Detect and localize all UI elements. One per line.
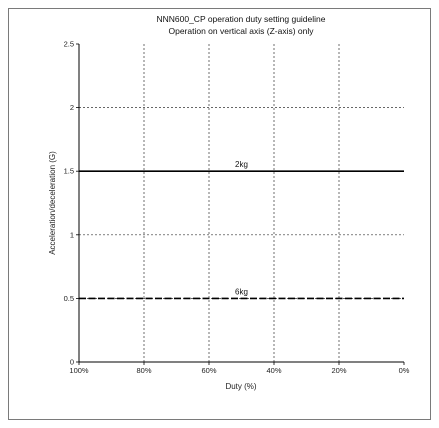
x-tick-label: 80% [136, 366, 151, 375]
y-tick-label: 2 [70, 103, 74, 112]
grid-lines [79, 44, 404, 362]
y-axis-title: Acceleration/deceleration (G) [48, 151, 57, 255]
chart-frame [8, 8, 431, 420]
x-tick-label: 100% [69, 366, 89, 375]
y-tick-labels: 0 0.5 1 1.5 2 2.5 [64, 40, 74, 367]
series-lines: 2kg 6kg [79, 160, 404, 300]
x-tick-label: 20% [331, 366, 346, 375]
y-tick-label: 0.5 [64, 294, 74, 303]
x-tick-label: 40% [266, 366, 281, 375]
y-tick-label: 1 [70, 230, 74, 239]
x-tick-labels: 100% 80% 60% 40% 20% 0% [69, 366, 409, 375]
x-tick-label: 60% [201, 366, 216, 375]
y-tick-label: 0 [70, 358, 74, 367]
series-label-6kg: 6kg [235, 287, 248, 296]
x-tick-label: 0% [399, 366, 410, 375]
chart-subtitle: Operation on vertical axis (Z-axis) only [168, 26, 314, 36]
axes [76, 43, 405, 365]
y-tick-label: 1.5 [64, 167, 74, 176]
series-label-2kg: 2kg [235, 160, 248, 169]
chart-title: NNN600_CP operation duty setting guideli… [156, 14, 325, 24]
x-axis-title: Duty (%) [225, 382, 256, 391]
y-tick-label: 2.5 [64, 40, 74, 49]
